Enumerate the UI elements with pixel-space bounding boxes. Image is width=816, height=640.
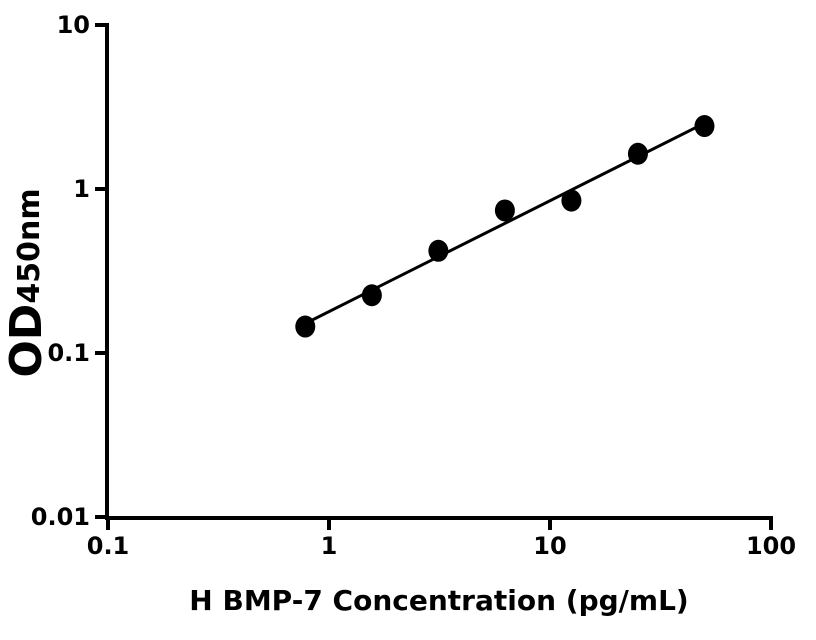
y-axis-title-subscript: 450nm [12,188,47,304]
data-point [627,142,648,165]
x-tick-label: 10 [533,532,567,560]
y-axis-title-main: OD [1,303,52,378]
data-point [494,199,515,222]
data-point [295,315,316,338]
x-tick-label: 100 [745,532,797,560]
y-tick-label: 0.01 [30,503,90,531]
x-tick-label: 0.1 [86,532,130,560]
y-tick-label: 10 [56,11,90,39]
x-tick-label: 1 [320,532,338,560]
data-point [428,239,449,262]
y-tick-label: 1 [73,175,90,203]
y-axis-title: OD450nm [1,188,52,377]
x-axis-title: H BMP-7 Concentration (pg/mL) [189,584,689,617]
data-point [694,115,715,138]
data-point [561,189,582,212]
y-tick-label: 0.1 [47,339,90,367]
data-point [361,284,382,307]
